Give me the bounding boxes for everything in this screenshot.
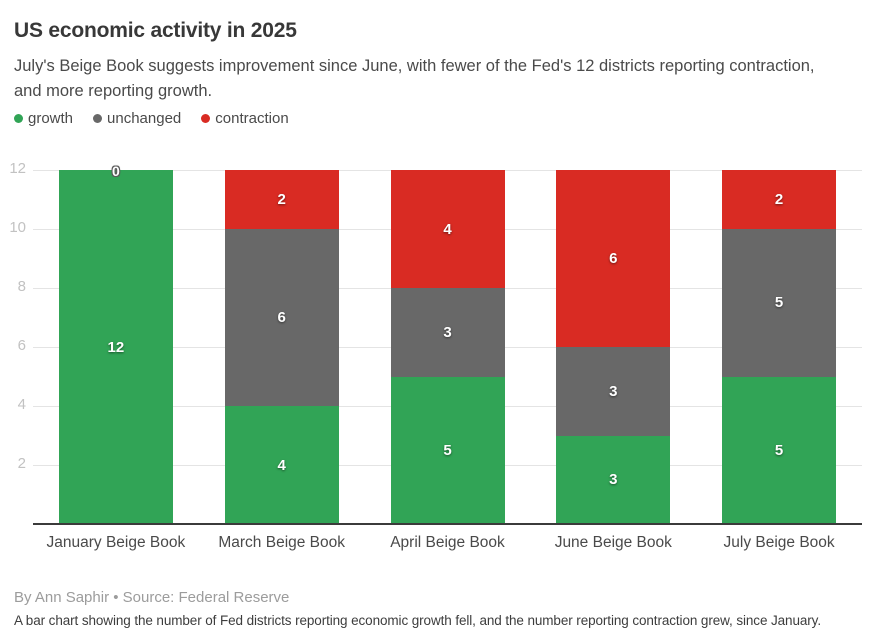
bar-june-beige-book: 3 3 6 <box>556 170 671 524</box>
bar-segment-growth: 4 <box>224 406 339 524</box>
segment-value-label: 5 <box>774 294 784 312</box>
segment-value-label: 12 <box>107 338 125 356</box>
segment-value-label: 4 <box>277 456 286 474</box>
y-tick-label-2: 2 <box>17 455 26 472</box>
legend-item-unchanged: unchanged <box>93 110 181 127</box>
bar-segment-growth: 12 <box>58 170 173 524</box>
y-tick-label-4: 4 <box>17 396 26 413</box>
chart-subtitle: July's Beige Book suggests improvement s… <box>14 56 815 101</box>
contraction-dot-icon <box>201 114 211 123</box>
bar-segment-growth: 3 <box>556 435 671 524</box>
x-axis-label-july-beige-book: July Beige Book <box>723 534 835 551</box>
bar-july-beige-book: 5 5 2 <box>722 170 837 524</box>
plot-area: 12 0 4 6 2 5 3 4 3 3 6 5 5 2 <box>33 163 862 525</box>
segment-value-label: 3 <box>443 323 452 341</box>
unchanged-dot-icon <box>93 114 103 123</box>
bar-segment-contraction: 4 <box>390 170 505 288</box>
chart-alt-text: A bar chart showing the number of Fed di… <box>14 612 821 628</box>
segment-value-label: 3 <box>609 471 618 489</box>
bar-march-beige-book: 4 6 2 <box>224 170 339 524</box>
legend-item-growth: growth <box>14 110 73 127</box>
segment-value-label: 6 <box>609 250 618 267</box>
segment-value-label: 5 <box>443 441 452 459</box>
segment-zero-label: 0 <box>111 163 120 179</box>
chart-legend: growth unchanged contraction <box>14 110 289 127</box>
growth-dot-icon <box>14 114 23 123</box>
byline: By Ann Saphir • Source: Federal Reserve <box>14 589 290 606</box>
y-tick-label-6: 6 <box>17 337 26 354</box>
bar-segment-growth: 5 <box>390 376 505 524</box>
x-axis-label-january-beige-book: January Beige Book <box>46 534 186 551</box>
x-axis-baseline <box>33 523 862 525</box>
x-axis-label-april-beige-book: April Beige Book <box>390 534 505 551</box>
stacked-bar-chart: 12 0 4 6 2 5 3 4 3 3 6 5 5 2 2 4 6 8 10 12 January Beige Boo… <box>0 156 879 560</box>
segment-value-label: 6 <box>277 309 286 326</box>
x-axis-label-june-beige-book: June Beige Book <box>554 534 672 551</box>
y-tick-label-10: 10 <box>9 219 26 236</box>
bar-april-beige-book: 5 3 4 <box>390 170 505 524</box>
bar-segment-unchanged: 3 <box>556 347 671 436</box>
bar-segment-contraction: 2 <box>224 170 339 229</box>
segment-value-label: 4 <box>443 220 452 238</box>
legend-label-growth: growth <box>28 110 74 127</box>
bar-segment-unchanged: 6 <box>224 229 339 406</box>
segment-value-label: 2 <box>774 191 784 208</box>
y-tick-label-8: 8 <box>17 278 26 295</box>
bar-segment-unchanged: 3 <box>390 288 505 377</box>
bar-january-beige-book: 12 0 <box>58 163 173 524</box>
x-axis-label-march-beige-book: March Beige Book <box>218 534 346 551</box>
segment-value-label: 3 <box>609 382 618 400</box>
y-tick-label-12: 12 <box>9 160 26 177</box>
segment-value-label: 2 <box>277 191 286 208</box>
bar-segment-contraction: 6 <box>556 170 671 347</box>
segment-value-label: 5 <box>774 441 784 459</box>
bar-segment-contraction: 2 <box>722 170 837 229</box>
page-title: US economic activity in 2025 <box>14 19 297 43</box>
legend-label-unchanged: unchanged <box>107 110 182 127</box>
bar-segment-unchanged: 5 <box>722 229 837 377</box>
legend-item-contraction: contraction <box>201 110 289 127</box>
bar-segment-growth: 5 <box>722 376 837 524</box>
legend-label-contraction: contraction <box>215 110 289 127</box>
